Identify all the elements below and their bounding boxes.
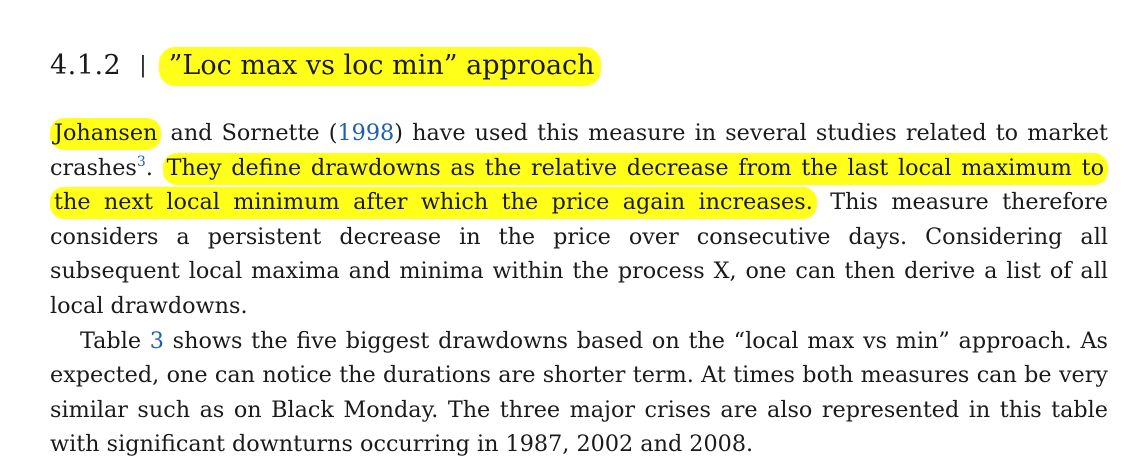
section-separator: | <box>139 53 147 78</box>
paragraph-2-text: shows the five biggest drawdowns based o… <box>50 327 1108 458</box>
footnote-link[interactable]: 3 <box>136 153 146 170</box>
section-title: ”Loc max vs loc min” approach <box>158 47 601 86</box>
paragraph-1-and: and Sornette ( <box>161 120 338 146</box>
citation-link[interactable]: 1998 <box>337 120 395 146</box>
paragraph-1-period: . <box>145 154 163 181</box>
section-heading: 4.1.2 | ”Loc max vs loc min” approach <box>50 44 601 90</box>
paragraph-1-rest: This measure therefore considers a persi… <box>50 189 1108 319</box>
paragraph-2: Table 3 shows the five biggest drawdowns… <box>50 324 1108 462</box>
paragraph-1: Johansen and Sornette (1998) have used t… <box>50 116 1108 324</box>
body-text: Johansen and Sornette (1998) have used t… <box>50 116 1108 462</box>
paragraph-2-before: Table <box>80 327 150 354</box>
highlighted-author: Johansen <box>50 118 162 150</box>
paragraph-1-text: ) have used this measure in several stud… <box>50 120 1108 181</box>
table-ref-link[interactable]: 3 <box>149 327 164 354</box>
section-number: 4.1.2 <box>50 50 122 81</box>
